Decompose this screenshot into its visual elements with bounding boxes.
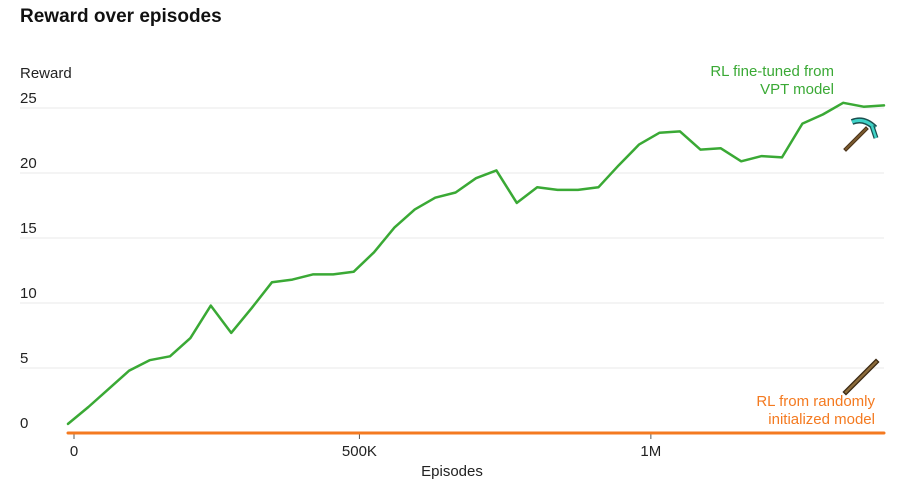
y-tick-label: 0 (20, 415, 28, 432)
x-axis-ticks: 0 500K 1M (70, 433, 661, 460)
series-annotation: RL from randomly (756, 393, 875, 410)
series-annotation: RL fine-tuned from (710, 63, 834, 80)
series-annotation: initialized model (768, 411, 875, 428)
series-line-0 (66, 101, 886, 426)
y-axis-ticks: 0 5 10 15 20 25 (20, 90, 37, 432)
y-tick-label: 15 (20, 220, 37, 237)
diamond-pickaxe-icon (843, 117, 879, 152)
grid-lines (20, 107, 884, 369)
x-tick-label: 0 (70, 443, 78, 460)
y-axis-label: Reward (20, 65, 72, 82)
x-tick-label: 1M (640, 443, 661, 460)
y-tick-label: 25 (20, 90, 37, 107)
x-axis-label: Episodes (421, 463, 483, 480)
y-tick-label: 5 (20, 350, 28, 367)
y-tick-label: 10 (20, 285, 37, 302)
series-annotation: VPT model (760, 81, 834, 98)
wooden-pickaxe-icon (842, 358, 880, 396)
y-tick-label: 20 (20, 155, 37, 172)
series-layer (66, 101, 886, 435)
chart-title: Reward over episodes (20, 6, 222, 27)
x-tick-label: 500K (342, 443, 377, 460)
